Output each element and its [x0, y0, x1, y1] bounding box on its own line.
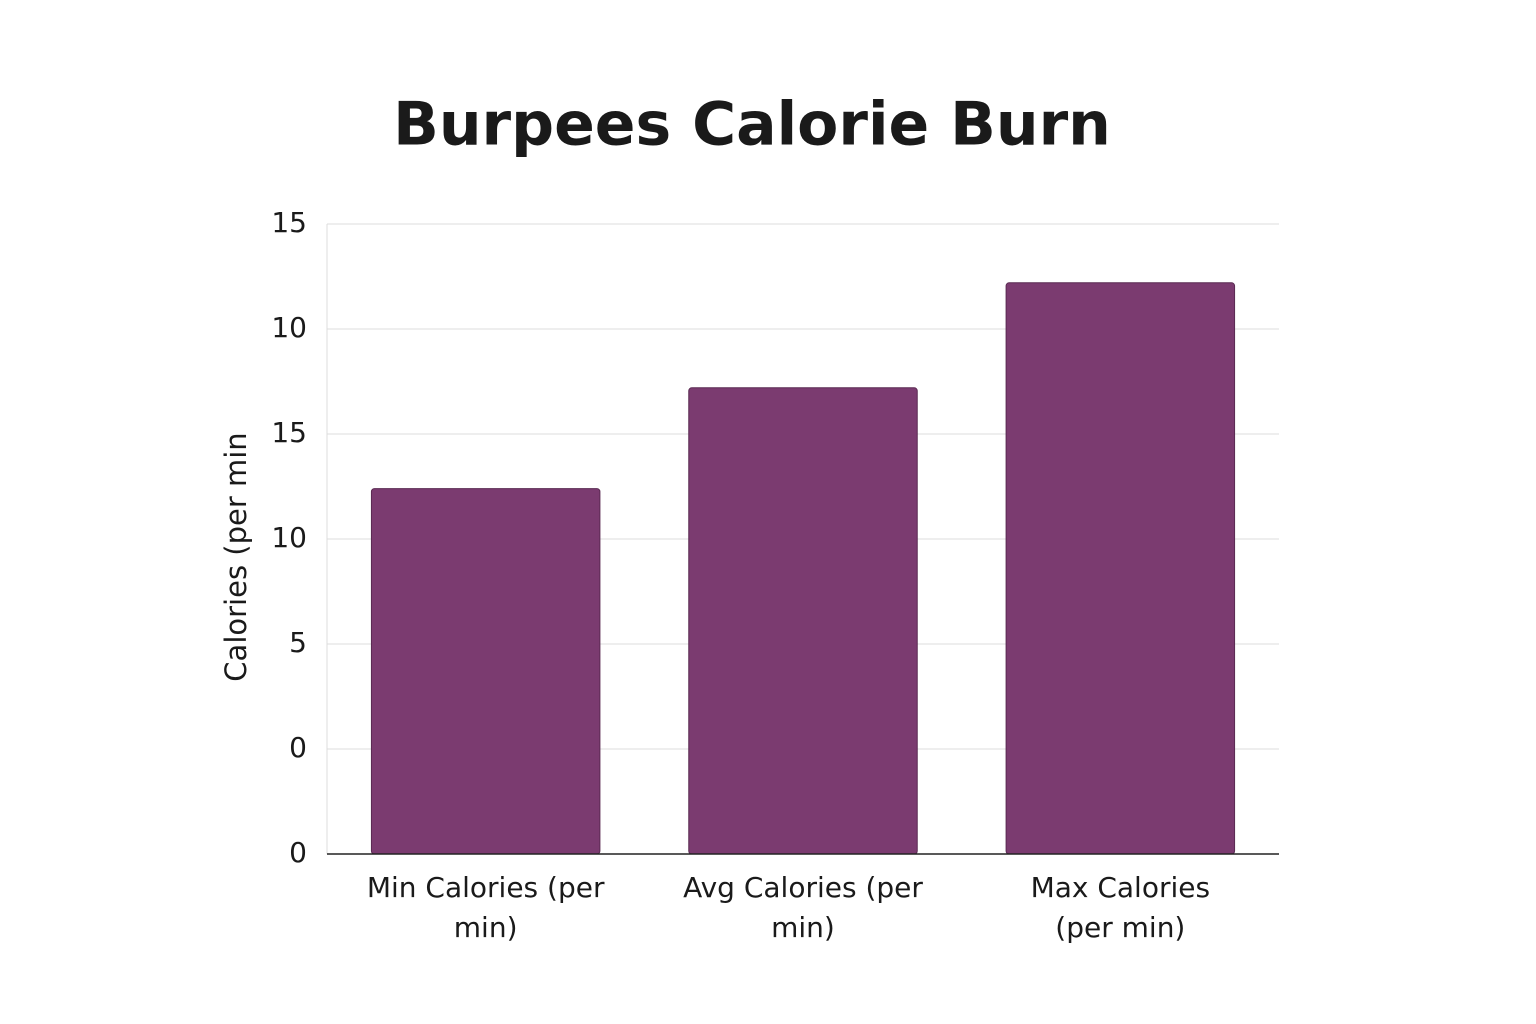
x-tick-label: Avg Calories (per min) — [683, 871, 923, 944]
y-tick-label: 15 — [271, 206, 307, 239]
bar — [688, 387, 918, 855]
bar — [1005, 282, 1236, 855]
y-axis-title: Calories (per min — [219, 432, 253, 681]
y-tick-label: 5 — [289, 626, 307, 659]
chart-title: Burpees Calorie Burn — [393, 90, 1111, 160]
x-tick-label: Max Calories (per min) — [1030, 871, 1211, 944]
y-tick-label: 10 — [271, 311, 307, 344]
bar — [370, 488, 601, 855]
y-tick-label: 10 — [271, 521, 307, 554]
y-tick-label: 15 — [271, 416, 307, 449]
y-tick-label: 0 — [289, 836, 307, 869]
x-tick-label: Min Calories (per min) — [366, 871, 605, 944]
y-tick-label: 0 — [289, 731, 307, 764]
